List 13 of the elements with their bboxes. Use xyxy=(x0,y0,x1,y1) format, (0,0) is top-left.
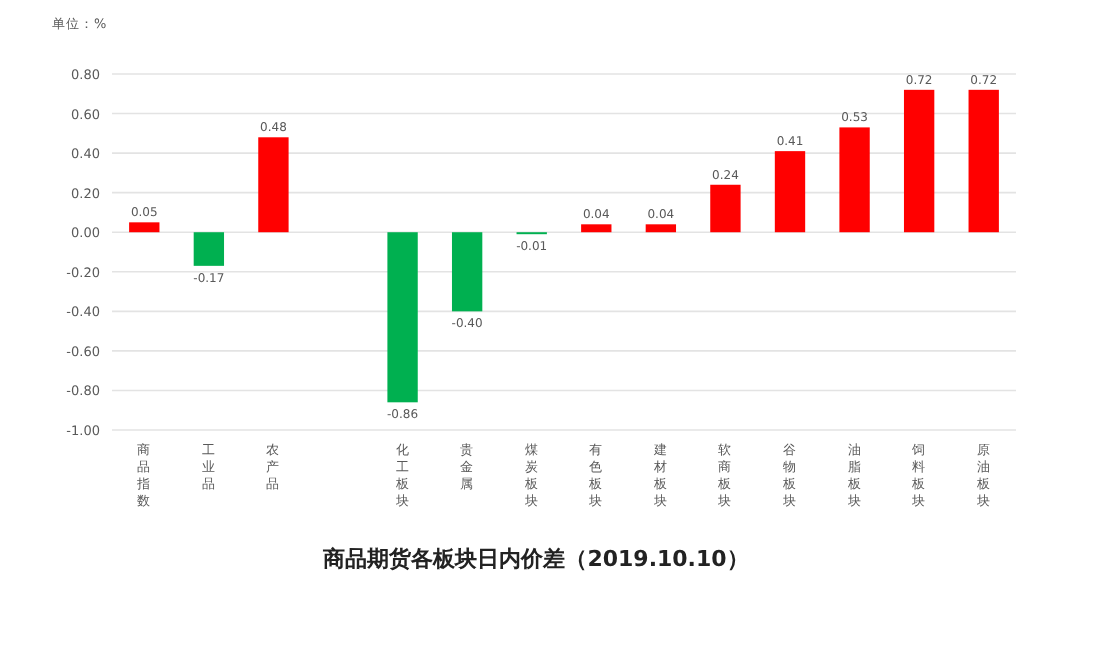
bar xyxy=(774,151,806,233)
bar xyxy=(968,89,999,233)
text: 商品期货各板块日内价差（2019.10.10） xyxy=(321,546,749,572)
bar xyxy=(581,224,612,233)
bar xyxy=(193,232,225,266)
bar xyxy=(258,137,289,233)
bar xyxy=(710,184,741,233)
bar xyxy=(645,224,677,233)
bar xyxy=(129,222,160,233)
bar xyxy=(903,89,935,233)
bar xyxy=(839,127,870,233)
bar xyxy=(451,232,483,312)
bar xyxy=(387,232,418,403)
